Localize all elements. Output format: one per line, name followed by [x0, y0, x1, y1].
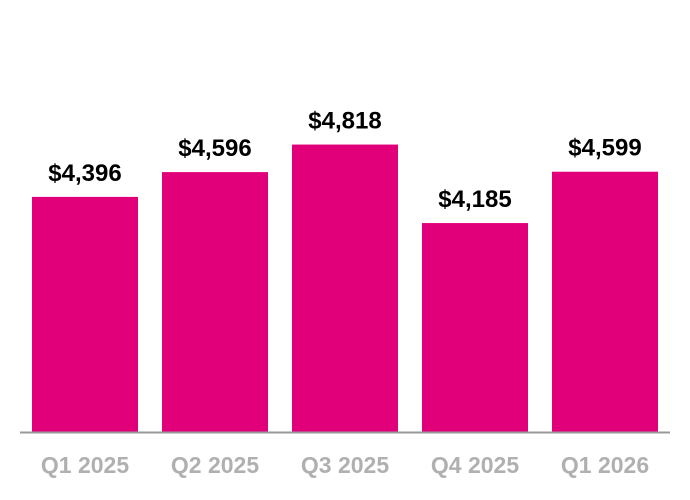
value-label: $4,396 [48, 160, 121, 187]
bar-q1-2026 [552, 171, 658, 432]
x-tick-label: Q4 2025 [431, 452, 519, 478]
value-label: $4,599 [568, 135, 641, 162]
bar-q4-2025 [422, 223, 528, 432]
value-label: $4,596 [178, 135, 251, 162]
x-tick-label: Q2 2025 [171, 452, 259, 478]
bar-q1-2025 [32, 196, 138, 432]
x-tick-label: Q1 2026 [561, 452, 649, 478]
bar-q2-2025 [162, 172, 268, 432]
bar-q3-2025 [292, 144, 398, 432]
x-tick-label: Q1 2025 [41, 452, 129, 478]
value-label: $4,818 [308, 108, 381, 135]
value-label: $4,185 [438, 186, 511, 213]
x-tick-label: Q3 2025 [301, 452, 389, 478]
